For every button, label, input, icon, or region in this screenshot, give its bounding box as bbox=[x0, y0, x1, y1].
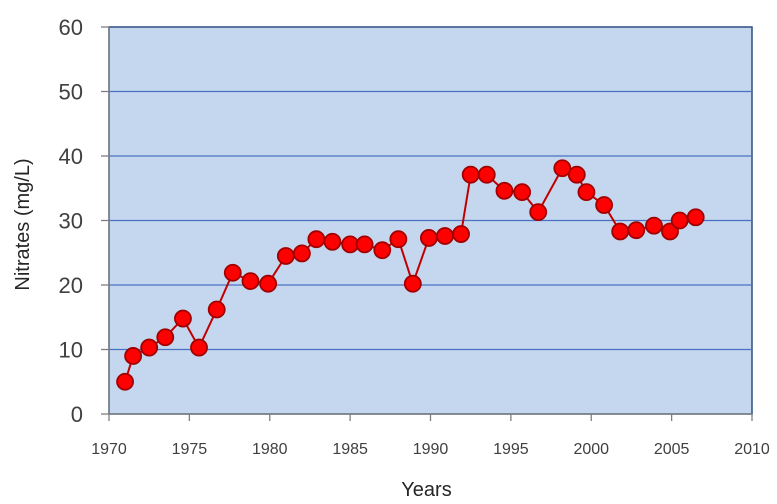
axes: 0 10 20 30 40 50 60 1970 1975 1980 1985 1990 1995 200… bbox=[59, 15, 770, 458]
data-point bbox=[477, 165, 496, 184]
data-point bbox=[529, 203, 548, 222]
data-point bbox=[389, 230, 408, 249]
y-tick-label: 50 bbox=[59, 80, 83, 105]
data-point bbox=[661, 222, 679, 241]
y-tick-label: 40 bbox=[59, 144, 83, 169]
gridlines bbox=[109, 90, 752, 351]
data-point bbox=[156, 328, 175, 347]
x-tick-label: 1995 bbox=[493, 441, 529, 458]
data-point bbox=[292, 244, 311, 263]
data-point bbox=[495, 181, 514, 200]
y-tick-label: 30 bbox=[59, 209, 83, 234]
data-point bbox=[373, 241, 392, 260]
data-point bbox=[577, 183, 596, 202]
data-point bbox=[436, 227, 454, 245]
y-tick-label: 10 bbox=[59, 338, 83, 363]
data-point bbox=[259, 274, 278, 293]
x-tick-label: 2010 bbox=[734, 441, 770, 458]
x-axis-title: Years bbox=[401, 479, 451, 501]
data-point bbox=[670, 211, 689, 230]
x-tick-label: 1985 bbox=[332, 441, 368, 458]
data-point bbox=[124, 347, 143, 365]
data-point bbox=[595, 196, 614, 214]
data-point bbox=[567, 165, 586, 184]
data-point bbox=[627, 221, 646, 240]
x-tick-label: 1990 bbox=[413, 441, 449, 458]
x-tick-label: 1980 bbox=[252, 441, 288, 458]
data-point bbox=[190, 338, 208, 357]
data-point bbox=[553, 159, 572, 178]
data-point bbox=[403, 274, 422, 293]
data-point bbox=[355, 235, 374, 254]
data-point bbox=[686, 208, 705, 227]
x-tick-label: 1970 bbox=[91, 441, 127, 458]
data-point bbox=[223, 263, 242, 282]
data-point bbox=[241, 272, 260, 291]
data-point bbox=[276, 247, 295, 265]
x-tick-label: 2005 bbox=[654, 441, 690, 458]
data-point bbox=[513, 183, 532, 202]
x-tick-label: 1975 bbox=[172, 441, 208, 458]
data-point bbox=[174, 309, 192, 328]
x-tick-label: 2000 bbox=[573, 441, 609, 458]
data-point bbox=[645, 216, 663, 235]
data-point bbox=[207, 300, 226, 319]
data-point bbox=[461, 165, 480, 184]
data-point bbox=[140, 338, 159, 357]
data-point bbox=[452, 225, 470, 243]
data-point bbox=[611, 222, 630, 241]
y-tick-label: 60 bbox=[59, 15, 83, 40]
data-series bbox=[116, 159, 705, 391]
data-point bbox=[323, 232, 342, 251]
data-point bbox=[307, 230, 326, 249]
y-tick-label: 0 bbox=[71, 402, 83, 427]
data-point bbox=[419, 229, 438, 247]
y-axis-title: Nitrates (mg/L) bbox=[12, 158, 34, 290]
data-point bbox=[116, 372, 134, 391]
y-tick-label: 20 bbox=[59, 273, 83, 298]
